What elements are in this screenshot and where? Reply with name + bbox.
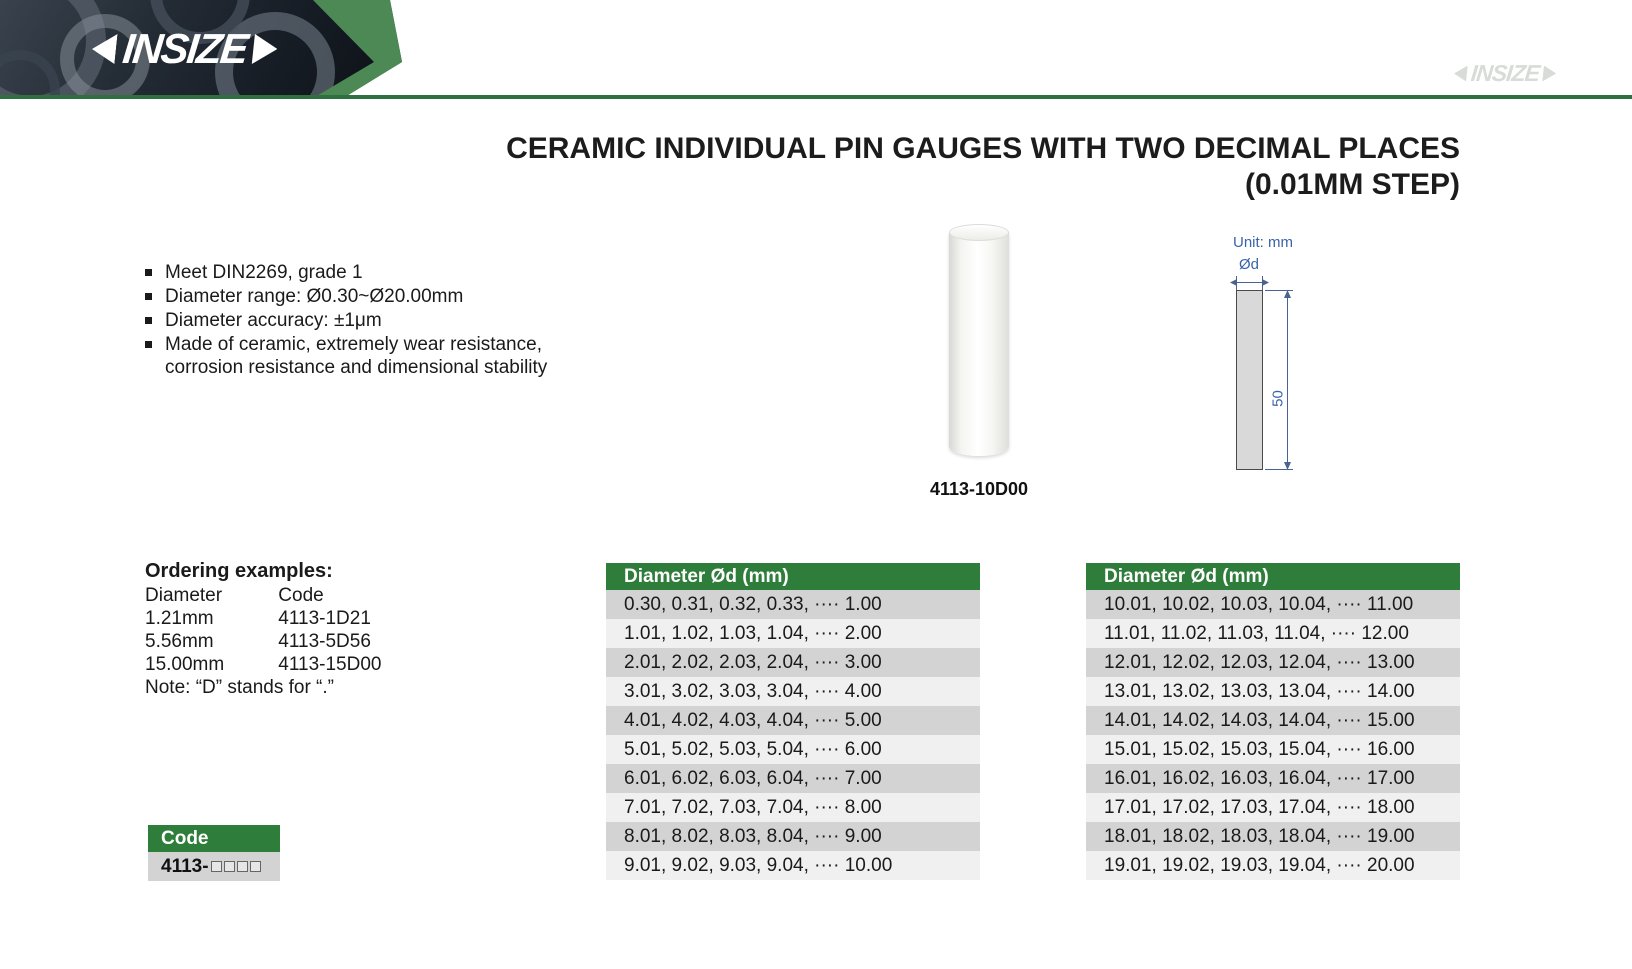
arrow-right-icon [1262,279,1269,286]
table-row: 18.01, 18.02, 18.03, 18.04, ···· 19.00 [1086,822,1460,851]
watermark-text: INSIZE [1469,60,1541,86]
code-placeholder-box [210,861,222,872]
ordering-row: 5.56mm 4113-5D56 [145,630,381,653]
table-row: 8.01, 8.02, 8.03, 8.04, ···· 9.00 [606,822,980,851]
table-row: 10.01, 10.02, 10.03, 10.04, ···· 11.00 [1086,590,1460,619]
table-row: 1.01, 1.02, 1.03, 1.04, ···· 2.00 [606,619,980,648]
table-row: 9.01, 9.02, 9.03, 9.04, ···· 10.00 [606,851,980,880]
ordering-row: 1.21mm 4113-1D21 [145,607,381,630]
extension-line [1265,290,1293,291]
ordering-heading: Ordering examples: [145,560,333,582]
gear-decor [0,50,60,97]
ordering-examples: Ordering examples: Diameter Code 1.21mm … [145,560,381,699]
table-row: 0.30, 0.31, 0.32, 0.33, ···· 1.00 [606,590,980,619]
code-box-header: Code [148,825,280,852]
ordering-col1-header: Diameter [145,585,223,606]
product-image-pin-gauge [949,224,1009,456]
feature-text: Diameter range: Ø0.30~Ø20.00mm [165,286,464,307]
table-row: 7.01, 7.02, 7.03, 7.04, ···· 8.00 [606,793,980,822]
pin-side-view [1236,290,1263,470]
logo-text: INSIZE [120,25,249,72]
code-prefix: 4113- [161,855,209,877]
code-box: Code 4113- [148,825,280,881]
feature-item: Meet DIN2269, grade 1 [145,261,590,284]
extension-line [1265,469,1293,470]
table-row: 5.01, 5.02, 5.03, 5.04, ···· 6.00 [606,735,980,764]
drawing-diameter-label: Ød [1239,256,1260,273]
ordering-diameter: 15.00mm [145,654,225,675]
table-row: 15.01, 15.02, 15.03, 15.04, ···· 16.00 [1086,735,1460,764]
code-box-row: 4113- [148,852,280,881]
ordering-column-headers: Diameter Code [145,584,381,607]
table-header: Diameter Ød (mm) [606,563,980,590]
feature-text: Made of ceramic, extremely wear resistan… [165,334,548,378]
page-title-line2: (0.01MM STEP) [1244,168,1460,201]
code-placeholder-box [236,861,248,872]
table-row: 17.01, 17.02, 17.03, 17.04, ···· 18.00 [1086,793,1460,822]
page-title: CERAMIC INDIVIDUAL PIN GAUGES WITH TWO D… [506,131,1460,203]
ordering-col2-header: Code [278,585,324,606]
code-placeholder-box [249,861,261,872]
drawing-length-label: 50 [1269,390,1287,407]
table-row: 19.01, 19.02, 19.03, 19.04, ···· 20.00 [1086,851,1460,880]
page-title-line1: CERAMIC INDIVIDUAL PIN GAUGES WITH TWO D… [506,132,1460,165]
bullet-square-icon [145,293,152,300]
arrow-down-icon [1284,462,1291,470]
technical-drawing: Unit: mm Ød 50 [1225,232,1335,482]
drawing-unit-label: Unit: mm [1233,234,1293,251]
logo-left-arrow-icon [90,34,117,64]
table-row: 2.01, 2.02, 2.03, 2.04, ···· 3.00 [606,648,980,677]
table-row: 12.01, 12.02, 12.03, 12.04, ···· 13.00 [1086,648,1460,677]
code-placeholder-box [223,861,235,872]
table-row: 11.01, 11.02, 11.03, 11.04, ···· 12.00 [1086,619,1460,648]
feature-text: Diameter accuracy: ±1μm [165,310,382,331]
insize-watermark: INSIZE [1453,60,1558,86]
ordering-code: 4113-1D21 [278,608,371,629]
logo-right-arrow-icon [252,34,279,64]
table-row: 14.01, 14.02, 14.03, 14.04, ···· 15.00 [1086,706,1460,735]
table-row: 16.01, 16.02, 16.03, 16.04, ···· 17.00 [1086,764,1460,793]
arrow-up-icon [1284,290,1291,298]
pin-top-cap [949,224,1009,241]
arrow-left-icon [1230,279,1237,286]
table-row: 13.01, 13.02, 13.03, 13.04, ···· 14.00 [1086,677,1460,706]
watermark-left-arrow-icon [1453,66,1468,82]
ordering-diameter: 1.21mm [145,608,214,629]
ordering-code: 4113-5D56 [278,631,371,652]
feature-item: Made of ceramic, extremely wear resistan… [145,333,590,379]
header-rule [0,95,1632,99]
ordering-diameter: 5.56mm [145,631,214,652]
insize-logo: INSIZE [90,25,280,72]
feature-item: Diameter accuracy: ±1μm [145,309,590,332]
table-body: 10.01, 10.02, 10.03, 10.04, ···· 11.00 1… [1086,590,1460,880]
table-header: Diameter Ød (mm) [1086,563,1460,590]
table-row: 3.01, 3.02, 3.03, 3.04, ···· 4.00 [606,677,980,706]
bullet-square-icon [145,269,152,276]
product-caption: 4113-10D00 [929,479,1029,499]
dimension-line-horizontal [1237,282,1262,283]
diameter-table-2: Diameter Ød (mm) 10.01, 10.02, 10.03, 10… [1086,563,1460,880]
ordering-note: Note: “D” stands for “.” [145,677,334,698]
ordering-row: 15.00mm 4113-15D00 [145,653,381,676]
table-row: 4.01, 4.02, 4.03, 4.04, ···· 5.00 [606,706,980,735]
ordering-code: 4113-15D00 [278,654,382,675]
bullet-square-icon [145,317,152,324]
watermark-right-arrow-icon [1542,66,1557,82]
dimension-line-vertical [1287,291,1288,469]
diameter-table-1: Diameter Ød (mm) 0.30, 0.31, 0.32, 0.33,… [606,563,980,880]
table-body: 0.30, 0.31, 0.32, 0.33, ···· 1.00 1.01, … [606,590,980,880]
feature-text: Meet DIN2269, grade 1 [165,262,363,283]
feature-item: Diameter range: Ø0.30~Ø20.00mm [145,285,590,308]
bullet-square-icon [145,341,152,348]
table-row: 6.01, 6.02, 6.03, 6.04, ···· 7.00 [606,764,980,793]
pin-body [949,232,1009,456]
feature-list: Meet DIN2269, grade 1 Diameter range: Ø0… [145,261,590,380]
